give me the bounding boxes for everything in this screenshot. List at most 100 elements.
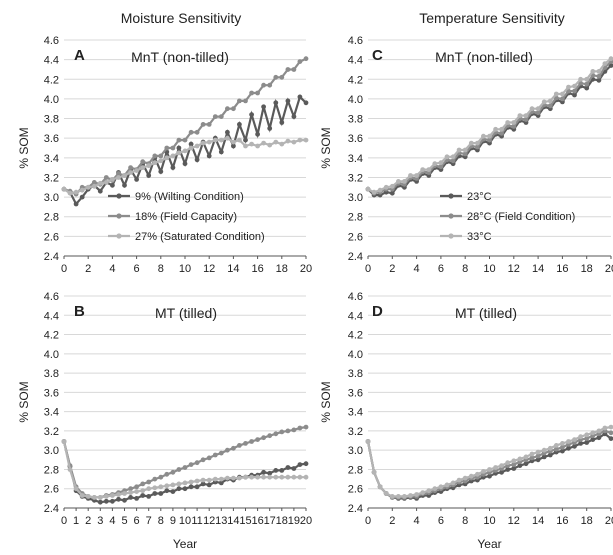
chart-panels: 2.4 2.6 2.8 3.0 3.2 3.4 3.6 3.8 4.0 4.2 4.4 4.6 0 2 4 6… [17, 35, 613, 551]
x-tick-label: 8 [462, 515, 468, 527]
data-point [243, 474, 248, 480]
y-axis-label: % SOM [17, 127, 31, 168]
data-point [303, 474, 309, 480]
data-point [553, 91, 559, 97]
y-tick-label: 4.4 [348, 310, 363, 322]
data-point [389, 183, 395, 189]
data-point [200, 140, 206, 146]
data-point [128, 490, 134, 495]
y-tick-label: 4.4 [44, 310, 59, 322]
data-point [371, 469, 377, 475]
data-point [79, 187, 85, 193]
data-point [420, 490, 426, 495]
data-point [511, 466, 517, 471]
data-point [218, 149, 224, 155]
data-point [529, 106, 535, 112]
data-point [456, 477, 462, 483]
panel-title: MT (tilled) [155, 305, 217, 321]
data-point [481, 133, 486, 139]
data-point [596, 435, 602, 441]
legend-marker [116, 233, 122, 239]
data-point [158, 474, 164, 480]
data-point [158, 158, 164, 164]
data-point [231, 139, 236, 145]
legend-label: 28°C (Field Condition) [467, 211, 575, 223]
data-point [572, 83, 577, 89]
data-point [194, 484, 200, 490]
x-tick-label: 2 [85, 515, 91, 527]
data-point [517, 456, 523, 462]
data-point [279, 74, 285, 80]
data-point [103, 180, 109, 185]
y-tick-label: 4.2 [44, 330, 59, 342]
data-point [402, 494, 407, 499]
data-point [584, 440, 590, 445]
y-tick-label: 2.4 [44, 503, 59, 515]
x-tick-label: 2 [389, 515, 395, 527]
data-point [158, 169, 164, 175]
data-point [608, 56, 613, 62]
data-point [237, 475, 242, 481]
data-point [572, 88, 577, 94]
data-point [267, 125, 273, 131]
x-tick-label: 18 [276, 263, 288, 275]
data-point [146, 494, 152, 499]
data-point [158, 484, 164, 490]
series-line-2 [367, 60, 612, 195]
chart-temperature-nontilled: 2.4 2.6 2.8 3.0 3.2 3.4 3.6 3.8 4.0 4.2 4.4 4.6 0 2 4 6… [319, 35, 613, 275]
data-point [188, 484, 194, 490]
data-point [206, 153, 212, 159]
data-point [535, 449, 541, 455]
data-point [188, 129, 194, 135]
data-point [273, 431, 279, 437]
data-point [541, 447, 547, 453]
data-point [91, 183, 97, 189]
data-point [140, 481, 146, 487]
data-point [297, 94, 303, 100]
y-tick-label: 4.0 [44, 94, 59, 106]
data-point [249, 90, 255, 96]
y-tick-label: 3.4 [348, 407, 363, 419]
y-tick-label: 2.6 [348, 484, 363, 496]
x-tick-label: 20 [300, 263, 312, 275]
x-tick-label: 6 [438, 515, 444, 527]
panel-letter: D [372, 303, 383, 320]
data-point [140, 159, 146, 165]
data-point [200, 457, 206, 463]
data-point [176, 145, 182, 151]
data-point [176, 467, 182, 472]
data-point [303, 424, 309, 430]
data-point [243, 143, 248, 149]
legend: 9% (Wilting Condition) 18% (Field Capacit… [108, 191, 265, 243]
legend: 23°C 28°C (Field Condition) 33°C [440, 191, 575, 243]
data-point [402, 179, 407, 184]
data-point [438, 160, 444, 166]
y-tick-label: 3.6 [348, 133, 363, 145]
data-point [596, 77, 602, 83]
x-tick-label: 8 [462, 263, 468, 275]
data-point [243, 98, 248, 104]
x-tick-label: 18 [276, 515, 288, 527]
x-tick-label: 10 [179, 515, 191, 527]
data-point [297, 59, 303, 64]
data-point [170, 469, 176, 475]
data-point [596, 73, 602, 79]
data-point [249, 141, 255, 147]
data-point [261, 140, 266, 146]
data-point [91, 495, 97, 500]
data-point [487, 467, 492, 472]
data-point [255, 437, 260, 442]
data-point [273, 468, 279, 473]
data-point [487, 137, 492, 143]
data-point [194, 157, 200, 163]
data-point [255, 90, 260, 96]
data-point [541, 454, 547, 460]
data-point [182, 465, 188, 470]
data-point [134, 177, 140, 182]
x-tick-label: 0 [365, 515, 371, 527]
data-point [261, 435, 266, 441]
data-point [212, 476, 218, 482]
data-point [572, 443, 577, 449]
y-tick-label: 3.0 [348, 192, 363, 204]
